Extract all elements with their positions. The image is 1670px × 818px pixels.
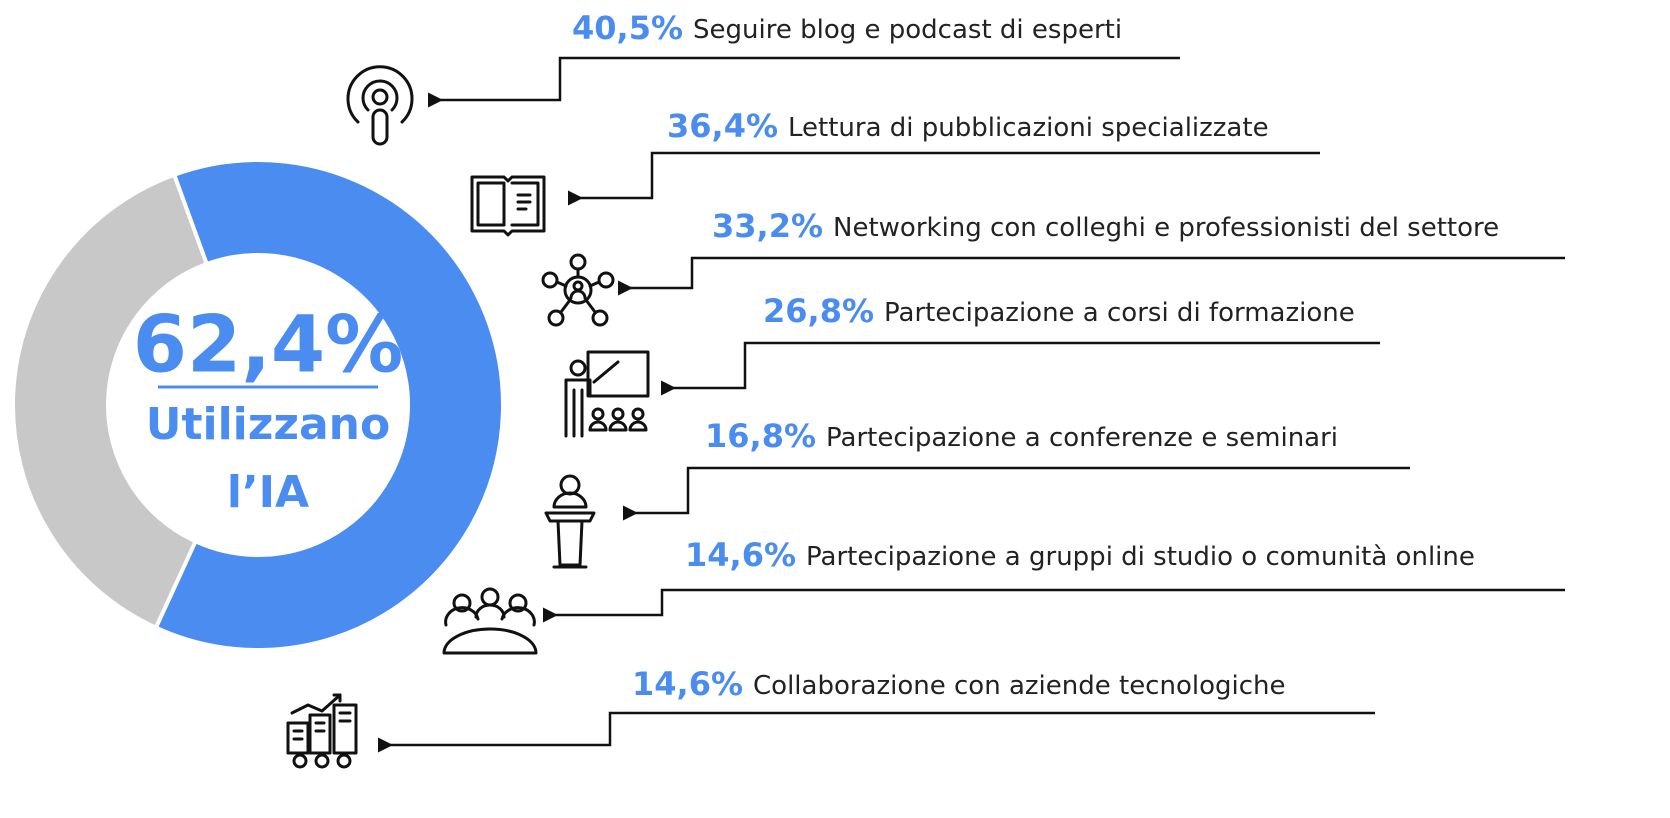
podcast-icon <box>346 65 414 146</box>
donut-segment <box>11 172 210 631</box>
item-list: 40,5% Seguire blog e podcast di esperti 36… <box>378 9 1565 753</box>
item-text: 16,8% Partecipazione a conferenze e semin… <box>705 417 1338 455</box>
center-text: Utilizzano <box>146 399 390 450</box>
item-percent: 33,2% <box>712 207 823 245</box>
donut-chart: 62,4% Utilizzano l’IA <box>11 158 505 652</box>
teacher-icon <box>564 350 650 438</box>
connector-arrow <box>568 151 1320 206</box>
icons <box>286 65 650 769</box>
speaker-icon <box>544 474 596 569</box>
item-percent: 14,6% <box>632 665 743 703</box>
donut-segment <box>153 158 505 652</box>
book-icon <box>470 175 546 237</box>
group-icon <box>442 587 538 655</box>
item-percent: 14,6% <box>685 536 796 574</box>
business-icon <box>286 693 358 769</box>
item-text: 14,6% Collaborazione con aziende tecnolog… <box>632 665 1286 703</box>
item-label: Lettura di pubblicazioni specializzate <box>788 113 1269 143</box>
item-label: Partecipazione a gruppi di studio o comu… <box>806 542 1475 572</box>
item-label: Collaborazione con aziende tecnologiche <box>753 671 1285 701</box>
item-text: 26,8% Partecipazione a corsi di formazion… <box>763 292 1355 330</box>
connector-arrow <box>428 56 1180 108</box>
center-text: l’IA <box>227 467 309 518</box>
item-label: Networking con colleghi e professionisti… <box>833 213 1499 243</box>
item-percent: 40,5% <box>572 9 683 47</box>
item-label: Partecipazione a conferenze e seminari <box>826 423 1338 453</box>
connector-arrow <box>378 711 1375 753</box>
connector-arrow <box>618 256 1565 296</box>
center-value: 62,4% <box>133 300 404 390</box>
item-label: Partecipazione a corsi di formazione <box>884 298 1355 328</box>
item-percent: 26,8% <box>763 292 874 330</box>
network-icon <box>541 253 615 327</box>
item-text: 36,4% Lettura di pubblicazioni specializz… <box>667 107 1269 145</box>
item-percent: 16,8% <box>705 417 816 455</box>
item-percent: 36,4% <box>667 107 778 145</box>
connector-arrow <box>543 588 1565 623</box>
item-text: 40,5% Seguire blog e podcast di esperti <box>572 9 1122 47</box>
item-label: Seguire blog e podcast di esperti <box>693 15 1122 45</box>
connector-arrow <box>623 466 1410 521</box>
item-text: 33,2% Networking con colleghi e professio… <box>712 207 1499 245</box>
connector-arrow <box>661 341 1380 396</box>
item-text: 14,6% Partecipazione a gruppi di studio o… <box>685 536 1475 574</box>
